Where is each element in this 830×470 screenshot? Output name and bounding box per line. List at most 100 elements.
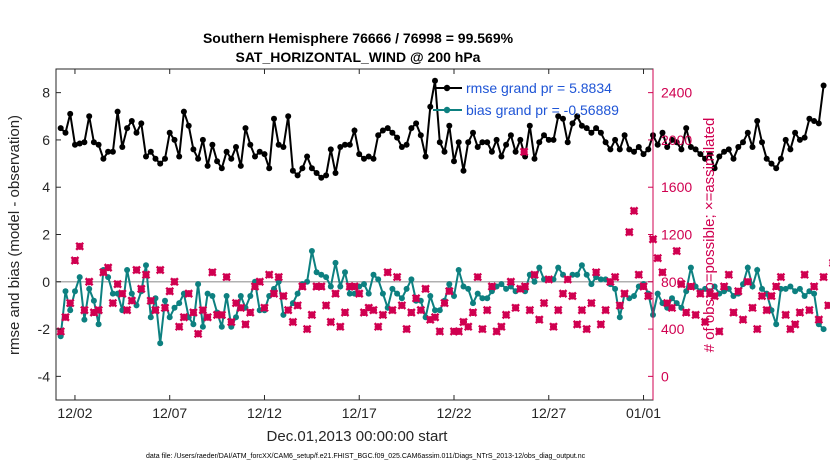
obs-count-point	[444, 286, 454, 296]
rmse-point	[275, 141, 282, 148]
bias-point	[275, 278, 282, 285]
bias-point	[375, 276, 382, 283]
x-tick-label: 01/01	[626, 405, 661, 421]
bias-point	[427, 293, 434, 299]
rmse-point	[754, 118, 761, 124]
rmse-point	[375, 132, 382, 139]
rmse-point	[436, 139, 443, 146]
obs-count-point	[459, 317, 468, 327]
obs-count-point	[582, 324, 592, 334]
obs-count-point	[298, 282, 307, 291]
obs-count-point	[407, 308, 416, 317]
rmse-point	[744, 129, 751, 136]
bias-point	[408, 276, 415, 283]
rmse-point	[725, 146, 732, 153]
obs-count-point	[141, 270, 151, 280]
obs-count-point	[729, 308, 738, 317]
obs-count-point	[260, 303, 269, 313]
bias-point	[124, 267, 131, 273]
rmse-point	[716, 153, 723, 160]
obs-count-point	[468, 308, 478, 317]
rmse-point	[294, 172, 301, 179]
rmse-point	[465, 139, 472, 146]
rmse-point	[526, 122, 533, 129]
obs-count-point	[402, 324, 411, 334]
obs-count-point	[108, 298, 118, 308]
obs-count-point	[653, 253, 663, 263]
rmse-point	[57, 125, 64, 132]
rmse-point	[313, 170, 320, 176]
rmse-point	[626, 146, 633, 153]
rmse-point	[702, 155, 709, 162]
rmse-point	[488, 148, 495, 155]
bias-point	[465, 285, 472, 292]
obs-count-point	[113, 279, 122, 289]
obs-count-point	[255, 277, 265, 287]
rmse-point	[550, 136, 557, 143]
rmse-point	[507, 132, 514, 139]
obs-count-point	[781, 310, 791, 320]
obs-count-point	[269, 289, 279, 298]
obs-count-point	[170, 277, 179, 287]
rmse-point	[678, 146, 685, 153]
obs-count-point	[179, 312, 189, 322]
bias-point	[574, 271, 581, 278]
obs-count-point	[639, 282, 648, 291]
obs-count-point	[193, 329, 203, 339]
obs-count-point	[425, 315, 435, 324]
obs-count-point	[786, 324, 795, 334]
bias-point	[616, 314, 623, 321]
rmse-point	[560, 115, 566, 122]
y2-tick-label: 1600	[661, 179, 692, 195]
rmse-point	[792, 129, 799, 136]
legend: rmse grand pr = 5.8834 bias grand pr = -…	[433, 80, 619, 118]
bias-point	[67, 307, 74, 314]
bias-point	[128, 290, 135, 297]
y2-tick-label: 2000	[661, 132, 692, 148]
rmse-point	[749, 144, 756, 150]
obs-count-point	[103, 263, 113, 272]
bias-point	[768, 307, 775, 314]
legend-bias-marker	[443, 106, 451, 114]
rmse-point	[706, 151, 713, 158]
obs-count-point	[696, 289, 705, 298]
rmse-point	[285, 113, 292, 120]
obs-count-point	[677, 279, 686, 289]
rmse-point	[721, 148, 728, 155]
y-tick-label: 0	[42, 274, 50, 290]
obs-count-point	[416, 305, 426, 315]
rmse-point	[815, 120, 822, 127]
bias-point	[436, 307, 443, 314]
obs-count-point	[283, 305, 293, 315]
legend-rmse-marker	[443, 84, 451, 92]
bias-point	[76, 274, 83, 281]
obs-count-point	[430, 312, 440, 322]
bias-point	[247, 293, 254, 299]
bias-point	[403, 285, 410, 292]
obs-count-point	[307, 310, 317, 320]
bias-point	[541, 276, 547, 283]
obs-count-point	[335, 322, 345, 332]
obs-count-point	[667, 303, 677, 313]
obs-count-point	[421, 284, 430, 294]
rmse-point	[460, 167, 467, 174]
obs-count-point	[236, 303, 246, 313]
obs-count-point	[478, 324, 487, 334]
rmse-point	[498, 153, 505, 160]
bias-point	[337, 283, 344, 290]
obs-count-point	[757, 291, 767, 301]
bias-point	[597, 276, 604, 283]
rmse-point	[597, 129, 604, 136]
bias-point	[223, 293, 230, 299]
obs-count-point	[643, 291, 653, 301]
rmse-point	[138, 120, 145, 127]
rmse-point	[237, 162, 244, 169]
obs-count-point	[392, 272, 402, 282]
rmse-point	[62, 129, 69, 136]
obs-count-point	[245, 308, 255, 317]
rmse-point	[199, 136, 206, 143]
obs-count-point	[345, 282, 355, 291]
bias-point	[57, 333, 64, 340]
bias-point	[792, 288, 799, 295]
rmse-point	[763, 155, 770, 162]
